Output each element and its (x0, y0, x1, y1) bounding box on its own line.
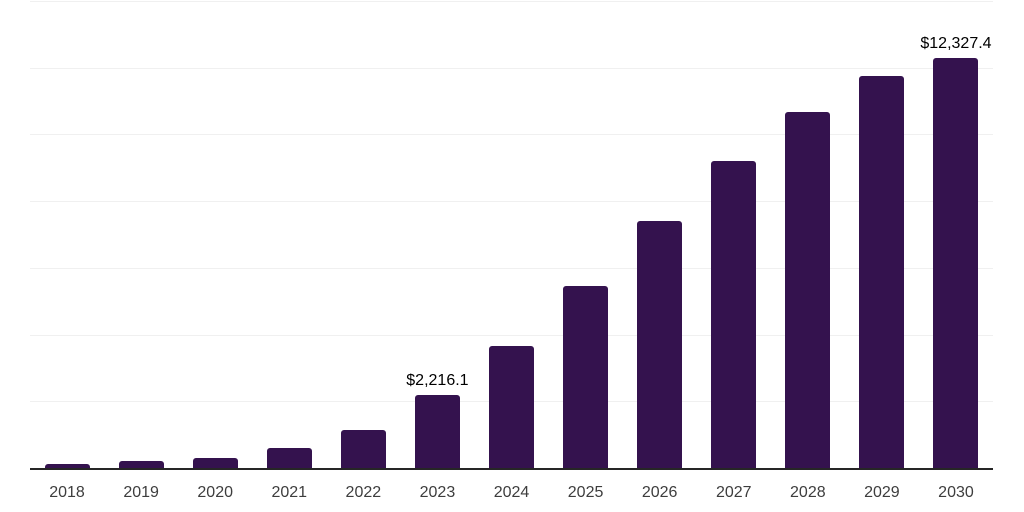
bar-slot-2030: $12,327.4 (919, 2, 993, 469)
bar-slot-2020 (178, 2, 252, 469)
x-axis-line (30, 468, 993, 470)
x-tick-2025: 2025 (567, 484, 604, 501)
gridline-8000 (30, 201, 993, 203)
plot-area: $2,216.1 $12,327.4 (30, 1, 993, 470)
bar-2018 (44, 464, 90, 469)
x-tick-2018: 2018 (49, 484, 85, 501)
bar-slot-2024 (474, 2, 548, 469)
bar-slot-2028 (771, 2, 845, 469)
bar-2020 (192, 458, 238, 469)
bar-slot-2023: $2,216.1 (400, 2, 474, 469)
bar-slot-2029 (845, 2, 919, 469)
x-tick-2022: 2022 (345, 484, 382, 501)
bar-2029 (859, 76, 905, 469)
bar-2030: $12,327.4 (920, 35, 992, 469)
bar-2025 (563, 286, 609, 469)
bar-2021 (266, 448, 312, 469)
x-tick-2021: 2021 (271, 484, 308, 501)
gridline-6000 (30, 267, 993, 269)
x-axis-labels: 2018 2019 2020 2021 2022 2023 2024 2025 2026 2027… (30, 469, 993, 512)
bar-slot-2018 (30, 2, 104, 469)
gridline-4000 (30, 334, 993, 336)
bars: $2,216.1 $12,327.4 (30, 2, 993, 469)
x-tick-2024: 2024 (493, 484, 530, 501)
x-tick-2027: 2027 (715, 484, 752, 501)
x-tick-2019: 2019 (123, 484, 159, 501)
x-tick-2028: 2028 (790, 484, 826, 501)
bar-2026 (637, 220, 683, 469)
data-label-2030: $12,327.4 (920, 35, 992, 53)
bar-slot-2027 (697, 2, 771, 469)
bar-2028 (785, 111, 831, 469)
data-label-2023: $2,216.1 (406, 372, 469, 390)
bar-2022 (340, 429, 386, 469)
gridline-14000 (30, 1, 993, 2)
x-tick-2026: 2026 (641, 484, 678, 501)
x-tick-2030: 2030 (938, 484, 974, 501)
bar-slot-2019 (104, 2, 178, 469)
x-tick-2023: 2023 (419, 484, 456, 501)
bar-2027 (711, 160, 757, 469)
bar-2019 (118, 460, 164, 469)
bar-slot-2025 (549, 2, 623, 469)
gridline-12000 (30, 67, 993, 69)
bar-2024 (489, 346, 534, 469)
bar-slot-2026 (623, 2, 697, 469)
bar-slot-2022 (326, 2, 400, 469)
gridline-10000 (30, 134, 993, 136)
bar-2023: $2,216.1 (406, 372, 469, 469)
x-tick-2029: 2029 (864, 484, 900, 501)
bar-slot-2021 (252, 2, 326, 469)
x-tick-2020: 2020 (197, 484, 233, 501)
